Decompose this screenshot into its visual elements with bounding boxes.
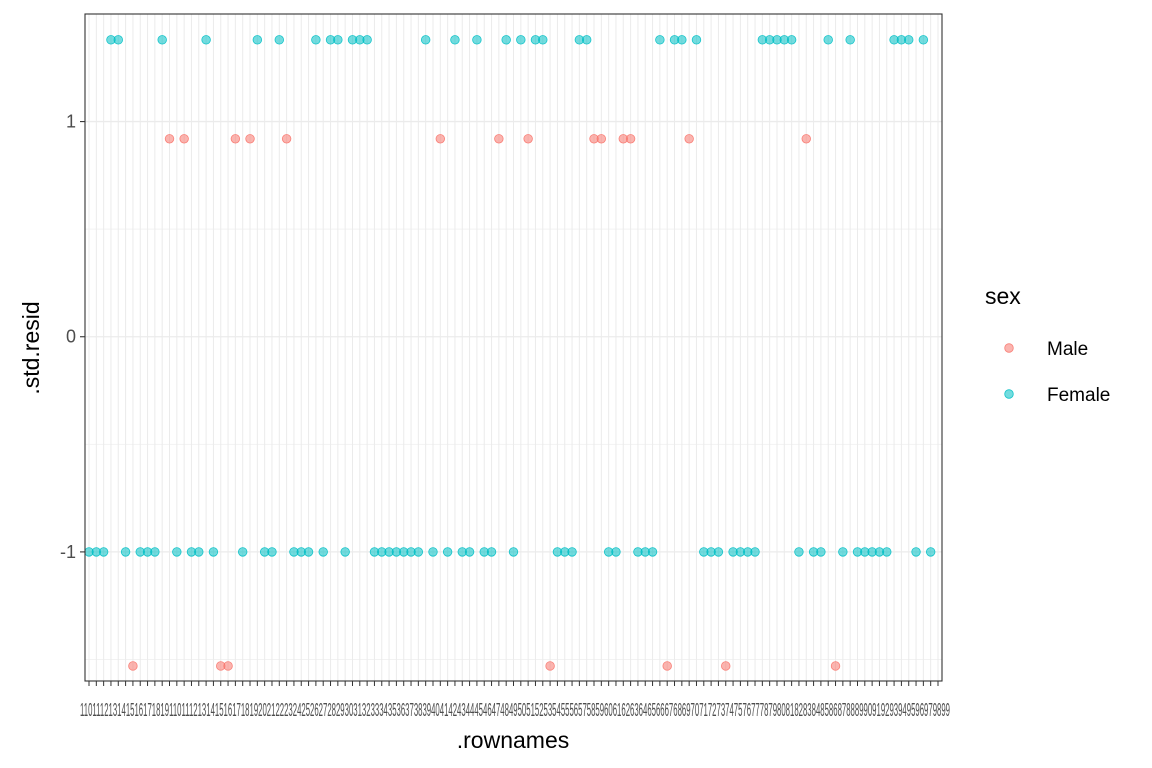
grid [85, 14, 942, 681]
female-point [816, 547, 826, 557]
female-point [333, 35, 343, 45]
female-point [303, 547, 314, 557]
male-point [596, 134, 607, 144]
female-point [252, 35, 263, 45]
female-point [904, 35, 914, 45]
female-point [194, 547, 204, 557]
female-point [340, 547, 350, 557]
female-point [501, 35, 511, 45]
female-point [713, 547, 724, 557]
male-point [230, 134, 241, 144]
female-point [413, 547, 424, 557]
female-point [750, 547, 760, 557]
female-point [428, 547, 438, 557]
male-point [281, 134, 292, 144]
female-point [311, 35, 321, 45]
female-point [655, 35, 665, 45]
male-point [625, 134, 636, 144]
female-point [267, 547, 277, 557]
legend-key-female [1004, 389, 1014, 399]
y-tick-label: -1 [60, 542, 76, 562]
female-point [611, 547, 621, 557]
female-point [157, 35, 167, 45]
female-point [845, 35, 855, 45]
legend: sex Male Female [985, 283, 1110, 406]
female-point [786, 35, 797, 45]
female-point [838, 547, 848, 557]
female-point [362, 35, 372, 45]
female-point [486, 547, 497, 557]
female-point [420, 35, 431, 45]
x-axis-title: .rownames [457, 727, 569, 753]
male-point [223, 661, 233, 671]
female-point [450, 35, 460, 45]
female-point [538, 35, 548, 45]
x-tick-labels: 1101112131415161718191101112131415161718… [80, 700, 950, 720]
female-point [172, 547, 182, 557]
female-point [442, 547, 453, 557]
male-point [523, 134, 533, 144]
female-point [508, 547, 519, 557]
female-point [925, 547, 936, 557]
legend-key-male [1004, 343, 1014, 353]
legend-label-male: Male [1047, 339, 1088, 360]
female-point [98, 547, 109, 557]
female-point [691, 35, 702, 45]
male-point [662, 661, 672, 671]
female-point [120, 547, 131, 557]
female-point [318, 547, 328, 557]
y-tick-label: 0 [66, 327, 76, 347]
female-point [113, 35, 123, 45]
x-axis: 1101112131415161718191101112131415161718… [80, 681, 950, 720]
female-point [918, 35, 929, 45]
female-point [472, 35, 482, 45]
male-point [494, 134, 504, 144]
female-point [208, 547, 219, 557]
legend-title: sex [985, 283, 1021, 309]
male-point [830, 661, 841, 671]
female-point [567, 547, 577, 557]
male-point [179, 134, 189, 144]
female-point [823, 35, 833, 45]
female-point [581, 35, 592, 45]
male-point [245, 134, 255, 144]
female-point [150, 547, 160, 557]
female-point [882, 547, 892, 557]
data-points [84, 35, 936, 671]
male-point [721, 661, 731, 671]
female-point [794, 547, 804, 557]
y-tick-label: 1 [66, 112, 76, 132]
male-point [128, 661, 138, 671]
male-point [545, 661, 555, 671]
female-point [647, 547, 658, 557]
female-point [237, 547, 248, 557]
male-point [684, 134, 694, 144]
female-point [516, 35, 526, 45]
male-point [435, 134, 446, 144]
y-axis-title: .std.resid [18, 301, 44, 394]
legend-label-female: Female [1047, 385, 1110, 406]
male-point [164, 134, 175, 144]
y-axis: 1 0 -1 [60, 112, 85, 562]
male-point [801, 134, 811, 144]
female-point [464, 547, 475, 557]
female-point [677, 35, 687, 45]
female-point [201, 35, 211, 45]
female-point [911, 547, 921, 557]
female-point [274, 35, 284, 45]
